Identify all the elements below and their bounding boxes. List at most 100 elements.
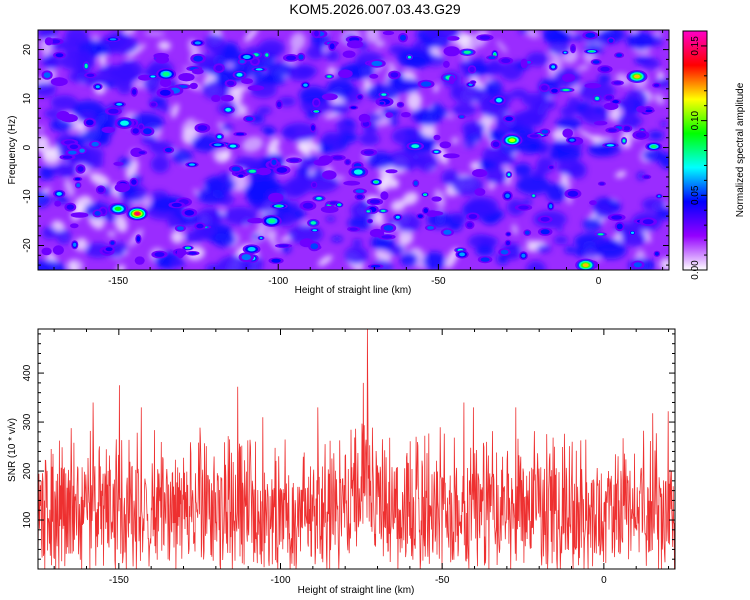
- spectrogram-hotspot: [54, 200, 62, 207]
- spectrogram-hotspot: [126, 206, 149, 221]
- spectrogram-hotspot: [492, 95, 506, 106]
- spectrogram-hotspot: [153, 52, 169, 59]
- spectrogram-hotspot: [396, 101, 405, 108]
- spectrogram-hotspot: [232, 70, 247, 79]
- y-tick-label: 200: [22, 462, 33, 479]
- spectrogram-hotspot: [457, 114, 466, 119]
- x-tick-label: -50: [435, 575, 450, 586]
- spectrogram-hotspot: [369, 73, 379, 79]
- spectrogram-hotspot: [562, 128, 573, 138]
- spectrogram-hotspot: [84, 72, 97, 79]
- spectrogram-hotspot: [130, 87, 138, 97]
- spectrogram-hotspot: [433, 134, 441, 141]
- spectrogram-hotspot: [366, 198, 384, 206]
- spectrogram-hotspot: [60, 114, 78, 123]
- spectrogram-hotspot: [416, 213, 425, 220]
- spectrogram-hotspot: [103, 245, 115, 253]
- y-tick-label: -10: [22, 189, 33, 204]
- spectrogram-hotspot: [151, 250, 168, 259]
- spectrogram-hotspot: [282, 54, 300, 62]
- spectrogram-hotspot: [443, 60, 450, 68]
- spectrogram-hotspot: [639, 217, 657, 226]
- spectrogram-hotspot: [472, 169, 488, 178]
- spectrogram-hotspot: [385, 112, 394, 118]
- spectrogram-hotspot: [263, 51, 271, 59]
- spectrogram-hotspot: [653, 250, 661, 257]
- spectrogram-hotspot: [539, 128, 551, 135]
- spectrogram-hotspot: [343, 180, 361, 186]
- spectrogram-hotspot: [342, 50, 356, 58]
- spectrogram-hotspot: [228, 165, 244, 173]
- figure-title: KOM5.2026.007.03.43.G29: [289, 1, 461, 17]
- spectrogram-hotspot: [181, 208, 198, 218]
- spectrogram-hotspot: [149, 101, 158, 108]
- spectrogram-hotspot: [135, 234, 142, 244]
- spectrogram-hotspot: [594, 232, 607, 237]
- spectrogram-hotspot: [490, 139, 502, 149]
- spectrogram-hotspot: [570, 43, 576, 54]
- snr-y-label: SNR (10 * v/v): [7, 418, 18, 482]
- spectrogram-hotspot: [523, 229, 532, 236]
- spectrogram-hotspot: [313, 159, 330, 166]
- spectrogram-hotspot: [114, 117, 135, 129]
- spectrogram-hotspot: [44, 37, 54, 46]
- spectrogram-hotspot: [296, 52, 306, 62]
- spectrogram-hotspot: [309, 123, 317, 133]
- spectrogram-hotspot: [190, 39, 205, 47]
- spectrogram-x-axis: -150 -100 -50 0: [53, 30, 664, 287]
- spectrogram-y-label: Frequency (Hz): [7, 116, 18, 185]
- spectrogram-hotspot: [156, 87, 175, 98]
- spectrogram-hotspot: [380, 191, 389, 200]
- spectrogram-hotspot: [520, 58, 528, 69]
- spectrogram-hotspot: [548, 63, 558, 71]
- colorbar-axis: 0.00 0.05 0.10 0.15: [690, 30, 707, 280]
- spectrogram-hotspot: [236, 173, 246, 179]
- spectrogram-hotspot: [83, 117, 97, 128]
- spectrogram-hotspot: [621, 124, 633, 133]
- spectrogram-hotspot: [137, 123, 145, 131]
- spectrogram-hotspot: [370, 178, 382, 186]
- spectrogram-hotspot: [505, 231, 512, 237]
- spectrogram-hotspot: [257, 235, 265, 241]
- spectrogram-hotspot: [645, 142, 663, 151]
- spectrogram-hotspot: [652, 82, 661, 88]
- spectrogram-hotspot: [344, 158, 352, 166]
- spectrogram-hotspot: [270, 157, 278, 167]
- spectrogram-hotspot: [71, 240, 79, 250]
- spectrogram-hotspot: [324, 74, 335, 79]
- spectrogram-hotspot: [502, 190, 513, 201]
- spectrogram-hotspot: [308, 241, 321, 252]
- spectrogram-hotspot: [286, 157, 303, 164]
- spectrogram-hotspot: [75, 164, 86, 174]
- x-tick-label: -100: [268, 276, 288, 287]
- spectrogram-hotspot: [575, 258, 597, 270]
- spectrogram-hotspot: [41, 70, 53, 80]
- spectrogram-hotspot: [406, 54, 413, 61]
- spectrogram-hotspot: [224, 79, 237, 88]
- spectrogram-hotspot: [237, 58, 247, 65]
- spectrogram-hotspot: [156, 68, 177, 81]
- spectrogram-hotspot: [41, 247, 52, 256]
- spectrogram-hotspot: [382, 30, 395, 36]
- spectrogram-hotspot: [636, 105, 647, 113]
- spectrogram-hotspot: [629, 230, 636, 236]
- spectrogram-hotspot: [268, 192, 284, 203]
- spectrogram-hotspot: [275, 99, 283, 110]
- spectrogram-hotspot: [243, 115, 256, 123]
- spectrogram-hotspot: [50, 77, 68, 87]
- spectrogram-hotspot: [440, 228, 454, 237]
- spectrogram-hotspot: [89, 140, 102, 148]
- spectrogram-hotspot: [607, 37, 615, 45]
- spectrogram-hotspot: [562, 73, 576, 83]
- x-tick-label: -150: [108, 276, 128, 287]
- spectrogram-hotspot: [431, 149, 442, 155]
- spectrogram-hotspot: [191, 68, 204, 75]
- spectrogram-hotspot: [147, 74, 159, 79]
- colorbar-label: Normalized spectral amplitude: [735, 82, 746, 217]
- spectrogram-hotspot: [530, 192, 537, 199]
- spectrogram-hotspot: [310, 109, 322, 114]
- spectrogram-hotspot: [422, 206, 430, 215]
- spectrogram-hotspot: [504, 239, 512, 247]
- spectrogram-hotspot: [469, 80, 477, 85]
